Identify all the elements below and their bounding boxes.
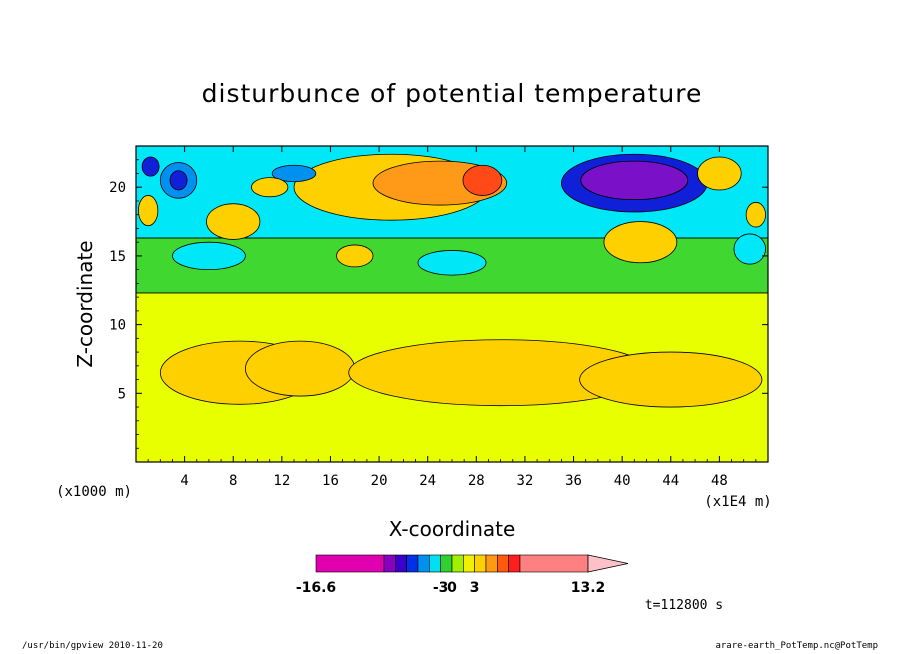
x-tick-label: 48 <box>711 473 728 489</box>
contour-region-pos-1 <box>138 195 159 227</box>
contour-region-neg-2 <box>271 164 317 183</box>
contour-region-pos-1 <box>244 340 356 397</box>
x-axis-label: X-coordinate <box>389 517 516 541</box>
contour-region-pos-3 <box>462 164 503 196</box>
y-axis-label: Z-coordinate <box>73 240 97 367</box>
x-unit-label: (x1000 m) <box>56 484 132 500</box>
x-tick-label: 32 <box>516 473 533 489</box>
x-tick-label: 28 <box>468 473 485 489</box>
y-tick-label: 10 <box>109 318 126 334</box>
contour-region-pos-1 <box>579 351 763 408</box>
time-label: t=112800 s <box>645 598 723 613</box>
contour-region-neg-1 <box>417 250 487 276</box>
colorbar-segment <box>485 554 498 573</box>
contour-region-neg-1 <box>733 233 766 265</box>
colorbar-segment <box>440 554 453 573</box>
contour-field <box>136 146 768 462</box>
contour-region-neg-3 <box>169 170 188 191</box>
x-axis: 4 8 12 16 20 24 28 32 36 40 44 48 <box>147 146 757 489</box>
colorbar-segment <box>463 554 475 573</box>
colorbar-segment <box>315 554 385 573</box>
contour-region-pos-1 <box>251 177 289 198</box>
colorbar-segment <box>383 554 396 573</box>
x-tick-label: 44 <box>662 473 679 489</box>
colorbar-segment <box>395 554 407 573</box>
footer-right: arare-earth_PotTemp.nc@PotTemp <box>715 641 878 651</box>
colorbar-segment <box>451 554 464 573</box>
contour-region-pos-1 <box>336 244 374 268</box>
x-tick-label: 40 <box>614 473 631 489</box>
x-tick-label: 20 <box>371 473 388 489</box>
x-scale-note: (x1E4 m) <box>704 494 771 510</box>
contour-region-pos-1 <box>745 201 766 228</box>
colorbar-segment <box>508 554 521 573</box>
contour-region-neg-3 <box>141 156 160 177</box>
colorbar-segment <box>429 554 441 573</box>
contour-region-neg-strong <box>580 160 689 200</box>
colorbar-segment <box>519 554 589 573</box>
footer-left: /usr/bin/gpview 2010-11-20 <box>22 641 163 651</box>
contour-region-pos-1 <box>206 203 261 240</box>
colorbar-segment <box>406 554 419 573</box>
colorbar-segment <box>497 554 509 573</box>
x-tick-label: 24 <box>419 473 436 489</box>
x-tick-label: 16 <box>322 473 339 489</box>
contour-region-neg-1 <box>172 241 246 271</box>
chart-title: disturbunce of potential temperature <box>202 79 703 108</box>
y-tick-label: 15 <box>109 249 126 265</box>
colorbar-segment <box>474 554 487 573</box>
contour-region-pos-1 <box>603 221 678 264</box>
x-tick-label: 8 <box>229 473 237 489</box>
colorbar-tick-label: -3 <box>433 580 449 596</box>
x-tick-label: 36 <box>565 473 582 489</box>
colorbar-tick-label: 3 <box>470 580 480 596</box>
colorbar: -16.6 -30 3 13.2 <box>296 554 629 596</box>
y-axis: 5 10 15 20 <box>109 159 768 449</box>
colorbar-extend-arrow <box>587 554 629 573</box>
colorbar-tick-label: -16.6 <box>296 580 336 596</box>
colorbar-tick-label: 13.2 <box>571 580 606 596</box>
contour-region-pos-1 <box>697 156 742 191</box>
colorbar-segment <box>417 554 430 573</box>
colorbar-tick-label: 0 <box>447 580 457 596</box>
x-tick-label: 4 <box>180 473 188 489</box>
x-tick-label: 12 <box>273 473 290 489</box>
y-tick-label: 20 <box>109 180 126 196</box>
y-tick-label: 5 <box>118 386 126 402</box>
